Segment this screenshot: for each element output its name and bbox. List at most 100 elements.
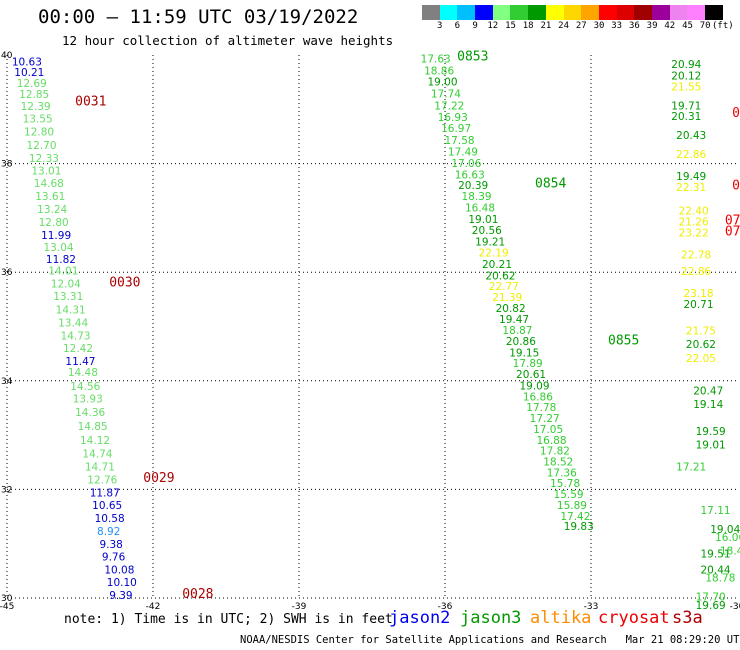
wave-height-value: 14.01 xyxy=(48,265,78,277)
legend-jason2: jason2 xyxy=(389,608,451,628)
color-scale-bar xyxy=(422,5,723,20)
wave-height-value: 11.87 xyxy=(90,487,120,499)
pass-time-label: 0742 xyxy=(732,106,740,121)
pass-time-label: 0742 xyxy=(725,224,740,239)
wave-height-value: 20.43 xyxy=(676,130,706,142)
wave-height-value: 14.48 xyxy=(68,367,98,379)
wave-height-value: 23.22 xyxy=(679,227,709,239)
wave-height-value: 10.58 xyxy=(95,513,125,525)
scale-swatch xyxy=(687,5,705,20)
scale-label: 15 xyxy=(505,21,516,31)
wave-height-value: 21.55 xyxy=(671,81,701,93)
wave-height-value: 17.70 xyxy=(696,592,726,604)
pass-time-label: 0853 xyxy=(457,49,488,64)
wave-height-value: 22.78 xyxy=(681,250,711,262)
wave-height-value: 16.06 xyxy=(715,532,740,544)
wave-height-value: 18.87 xyxy=(502,325,532,337)
wave-height-value: 8.92 xyxy=(97,526,120,538)
wave-height-value: 19.59 xyxy=(696,426,726,438)
scale-label: 21 xyxy=(540,21,552,31)
wave-height-value: 17.06 xyxy=(451,158,481,170)
wave-height-value: 20.47 xyxy=(693,385,723,397)
longitude-label: -36 xyxy=(438,602,453,612)
wave-height-value: 21.39 xyxy=(492,292,522,304)
scale-swatch xyxy=(563,5,582,20)
scale-label: 45 xyxy=(682,21,693,31)
latitude-label: 34 xyxy=(1,377,13,387)
wave-height-value: 20.12 xyxy=(671,70,701,82)
wave-height-value: 20.62 xyxy=(485,270,515,282)
wave-height-value: 17.42 xyxy=(560,511,590,523)
wave-height-value: 18.43 xyxy=(720,546,740,558)
wave-height-value: 21.75 xyxy=(686,326,716,338)
color-scale-labels: 3 6 9 12 15 18 21 24 27 30 33 36 39 42 45 70 xyxy=(422,21,732,33)
wave-height-value: 19.49 xyxy=(676,171,706,183)
scale-swatch xyxy=(634,5,652,20)
wave-height-value: 14.36 xyxy=(75,407,105,419)
wave-height-value: 10.08 xyxy=(104,565,134,577)
wave-height-value: 15.78 xyxy=(550,478,580,490)
pass-time-label: 0854 xyxy=(535,176,566,191)
wave-height-value: 22.40 xyxy=(679,206,709,218)
wave-height-value: 14.73 xyxy=(61,331,91,343)
scale-label: 3 xyxy=(436,21,443,31)
wave-height-value: 16.63 xyxy=(455,169,485,181)
scale-label: 18 xyxy=(522,21,534,31)
wave-height-value: 9.76 xyxy=(102,552,126,564)
pass-time-label: 0029 xyxy=(143,471,174,486)
wave-height-value: 14.68 xyxy=(34,178,64,190)
wave-height-value: 19.71 xyxy=(671,100,701,112)
scale-swatch xyxy=(616,5,635,20)
wave-height-value: 20.86 xyxy=(506,336,536,348)
wave-height-value: 17.27 xyxy=(530,413,560,425)
wave-height-value: 13.31 xyxy=(53,291,83,303)
scale-label: 27 xyxy=(575,21,587,31)
wave-height-value: 12.80 xyxy=(24,126,54,138)
latitude-label: 36 xyxy=(1,268,13,278)
scale-swatch xyxy=(651,5,670,20)
scale-swatch xyxy=(422,5,440,20)
wave-height-value: 13.93 xyxy=(73,394,103,406)
wave-height-value: 12.39 xyxy=(21,101,51,113)
longitude-label: -42 xyxy=(146,602,161,612)
wave-height-value: 12.69 xyxy=(17,78,47,90)
wave-height-value: 17.74 xyxy=(431,88,461,100)
wave-height-value: 16.48 xyxy=(465,202,495,214)
wave-height-value: 11.99 xyxy=(41,230,71,242)
wave-height-value: 18.78 xyxy=(705,573,735,585)
wave-height-value: 9.39 xyxy=(109,590,132,602)
page-subtitle: 12 hour collection of altimeter wave hei… xyxy=(62,33,394,48)
note-text: note: 1) Time is in UTC; 2) SWH is in fe… xyxy=(64,612,393,627)
wave-height-value: 14.31 xyxy=(56,304,86,316)
wave-height-value: 10.10 xyxy=(107,577,137,589)
wave-height-value: 16.88 xyxy=(536,435,566,447)
scale-swatch xyxy=(669,5,688,20)
wave-height-value: 20.61 xyxy=(516,369,546,381)
legend-s3a: s3a xyxy=(672,608,703,628)
longitude-label: -39 xyxy=(292,602,307,612)
wave-height-value: 16.97 xyxy=(441,123,471,135)
scale-swatch xyxy=(705,5,723,20)
wave-height-value: 12.76 xyxy=(87,474,117,486)
wave-height-value: 9.38 xyxy=(99,539,122,551)
wave-height-value: 11.47 xyxy=(65,356,95,368)
wave-height-value: 17.78 xyxy=(526,402,556,414)
scale-label: 33 xyxy=(611,21,623,31)
wave-height-value: 12.33 xyxy=(29,153,59,165)
longitude-label: -45 xyxy=(0,602,14,612)
wave-height-value: 12.80 xyxy=(39,217,69,229)
scale-label: 6 xyxy=(454,21,461,31)
wave-height-value: 20.94 xyxy=(671,59,701,71)
wave-height-value: 23.18 xyxy=(683,288,713,300)
scale-swatch xyxy=(528,5,546,20)
latitude-label: 38 xyxy=(1,160,13,170)
wave-height-value: 19.01 xyxy=(468,214,498,226)
wave-height-value: 13.01 xyxy=(31,165,61,177)
wave-height-value: 22.86 xyxy=(676,149,706,161)
wave-height-value: 22.19 xyxy=(479,247,509,259)
wave-height-value: 19.47 xyxy=(499,314,529,326)
wave-height-value: 21.26 xyxy=(679,217,709,229)
scale-label: 42 xyxy=(664,21,676,31)
wave-height-value: 19.00 xyxy=(427,76,457,88)
